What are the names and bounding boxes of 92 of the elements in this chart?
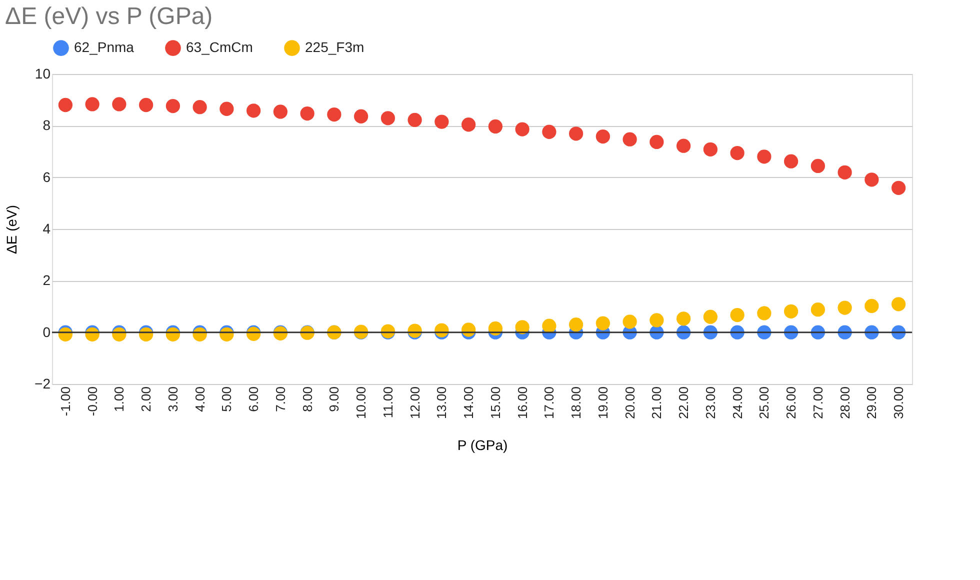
point [703,142,718,156]
point [703,310,718,324]
point [730,146,744,160]
x-tick-label: 11.00 [380,386,396,418]
point [891,180,906,195]
point [192,100,207,114]
point [220,102,234,116]
legend-label: 63_CmCm [186,39,253,56]
point [408,112,422,128]
point [650,313,664,328]
x-tick-label: 8.00 [300,386,315,412]
point [434,114,449,129]
point [354,109,368,124]
point [300,106,314,121]
x-tick-label: -1.00 [58,386,73,416]
legend-label: 225_F3m [305,39,364,56]
point [676,312,691,326]
x-tick-label: 7.00 [272,386,288,412]
x-tick-label: 13.00 [434,386,450,420]
point [568,318,584,332]
point [810,302,826,317]
point [864,172,879,187]
point [596,316,610,330]
point [380,111,396,126]
x-tick-label: -0.00 [84,386,100,416]
y-tick-label: −2 [34,376,51,392]
x-tick-label: 3.00 [165,386,180,412]
point [515,320,530,334]
y-tick-label: 2 [42,272,51,288]
x-tick-label: 25.00 [756,386,772,420]
x-tick-label: 5.00 [219,386,234,412]
x-tick-label: 2.00 [138,386,154,412]
point [568,126,584,141]
x-tick-label: 21.00 [649,386,664,420]
point [622,132,637,146]
point [112,97,126,112]
y-tick-label: 4 [42,220,51,236]
point [757,306,772,320]
y-axis-title: ΔE (eV) [4,204,20,254]
point [784,304,798,318]
x-axis-title: P (GPa) [457,437,508,454]
x-tick-label: 4.00 [192,386,208,412]
x-tick-label: 24.00 [730,386,745,420]
point [676,138,691,153]
point [461,118,476,132]
chart-title: ΔE (eV) vs P (GPa) [5,3,213,30]
point [810,158,826,174]
point [58,98,73,112]
point [273,104,288,119]
x-tick-label: 12.00 [407,386,422,420]
x-tick-label: 23.00 [702,386,718,420]
x-tick-label: 22.00 [676,386,692,420]
x-tick-label: 10.00 [354,386,369,420]
y-tick-label: 0 [42,324,51,340]
x-tick-label: 28.00 [837,386,852,420]
x-tick-label: 26.00 [784,386,799,420]
point [515,122,530,136]
point [864,298,879,314]
x-tick-label: 29.00 [864,386,880,420]
point [542,124,556,139]
point [246,104,261,118]
x-tick-label: 6.00 [246,386,262,412]
point [138,98,154,112]
point [85,97,100,112]
x-tick-label: 1.00 [112,386,127,412]
point [891,297,906,312]
x-tick-label: 20.00 [622,386,638,420]
point [730,308,744,322]
x-tick-label: 16.00 [514,386,530,420]
y-tick-label: 8 [42,117,51,134]
x-tick-label: 27.00 [810,386,826,420]
x-tick-label: 9.00 [326,386,342,412]
x-tick-label: 30.00 [891,386,906,420]
y-tick-label: 6 [42,168,51,185]
point [166,98,180,114]
point [622,314,637,329]
y-tick-label: 10 [34,66,51,82]
point [838,165,852,180]
x-tick-label: 17.00 [542,386,557,420]
x-tick-label: 19.00 [595,386,610,420]
point [488,119,503,134]
point [838,300,852,315]
point [542,318,556,333]
point [784,154,798,168]
x-tick-label: 18.00 [568,386,584,420]
legend-label: 62_Pnma [74,39,134,56]
x-tick-label: 15.00 [488,386,503,420]
point [650,134,664,149]
point [596,129,610,144]
point [327,108,342,122]
x-tick-label: 14.00 [461,386,476,420]
point [757,150,772,164]
